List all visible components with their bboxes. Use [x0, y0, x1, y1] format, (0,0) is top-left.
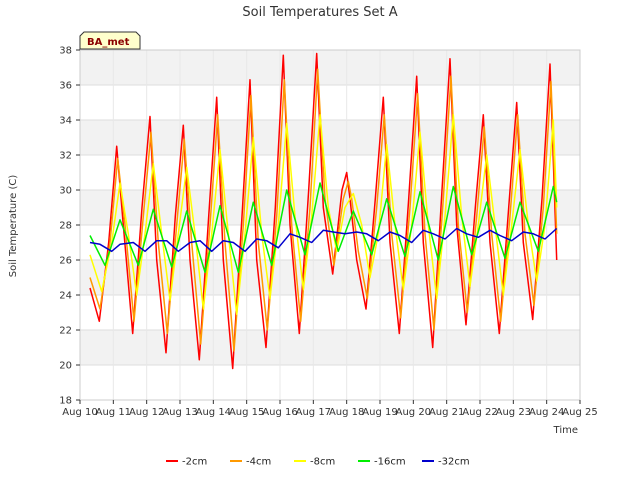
- y-tick-label: 34: [59, 116, 72, 127]
- y-tick-label: 20: [59, 361, 72, 372]
- legend-label: -8cm: [310, 457, 335, 468]
- y-axis-title: Soil Temperature (C): [8, 175, 19, 278]
- station-badge-box: [79, 31, 141, 50]
- plot-band: [80, 330, 580, 365]
- x-tick-label: Aug 25: [562, 407, 597, 418]
- x-tick-label: Aug 17: [296, 407, 331, 418]
- x-tick-label: Aug 19: [362, 407, 397, 418]
- y-tick-label: 28: [59, 221, 72, 232]
- y-tick-label: 38: [59, 46, 72, 57]
- y-tick-label: 26: [59, 256, 72, 267]
- plot-band: [80, 50, 580, 85]
- series-line-2cmcm: [89, 52, 558, 370]
- legend-label: -32cm: [438, 457, 470, 468]
- x-tick-label: Aug 22: [462, 407, 497, 418]
- series-lines: [89, 52, 558, 370]
- y-tick-label: 32: [59, 151, 72, 162]
- series-line-32cmcm: [89, 227, 558, 253]
- x-tick-label: Aug 16: [262, 407, 297, 418]
- plot-band: [80, 120, 580, 155]
- chart-title: Soil Temperatures Set A: [242, 5, 397, 20]
- x-tick-label: Aug 23: [496, 407, 531, 418]
- x-tick-label: Aug 13: [162, 407, 197, 418]
- legend-label: -2cm: [182, 457, 207, 468]
- x-tick-label: Aug 20: [396, 407, 431, 418]
- x-tick-label: Aug 11: [96, 407, 131, 418]
- y-tick-label: 22: [59, 326, 72, 337]
- series-line-16cmcm: [89, 182, 558, 274]
- y-axis-ticks: 18 20 22 24 26 28 30 32 34 36 38: [59, 46, 80, 407]
- x-tick-label: Aug 15: [229, 407, 264, 418]
- x-axis-title: Time: [553, 425, 578, 436]
- station-badge: BA_met: [79, 31, 141, 50]
- series-line-8cmcm: [89, 114, 558, 316]
- y-tick-label: 36: [59, 81, 72, 92]
- y-tick-label: 18: [59, 396, 72, 407]
- legend: -2cm -4cm -8cm -16cm -32cm: [166, 457, 470, 468]
- plot-background-bands: [80, 50, 580, 365]
- x-tick-label: Aug 14: [196, 407, 231, 418]
- y-tick-label: 24: [59, 291, 72, 302]
- x-tick-label: Aug 24: [529, 407, 564, 418]
- legend-label: -4cm: [246, 457, 271, 468]
- x-tick-label: Aug 10: [62, 407, 97, 418]
- station-badge-label: BA_met: [87, 37, 130, 48]
- legend-label: -16cm: [374, 457, 406, 468]
- x-tick-label: Aug 21: [429, 407, 464, 418]
- y-tick-label: 30: [59, 186, 72, 197]
- x-tick-label: Aug 12: [129, 407, 164, 418]
- x-tick-label: Aug 18: [329, 407, 364, 418]
